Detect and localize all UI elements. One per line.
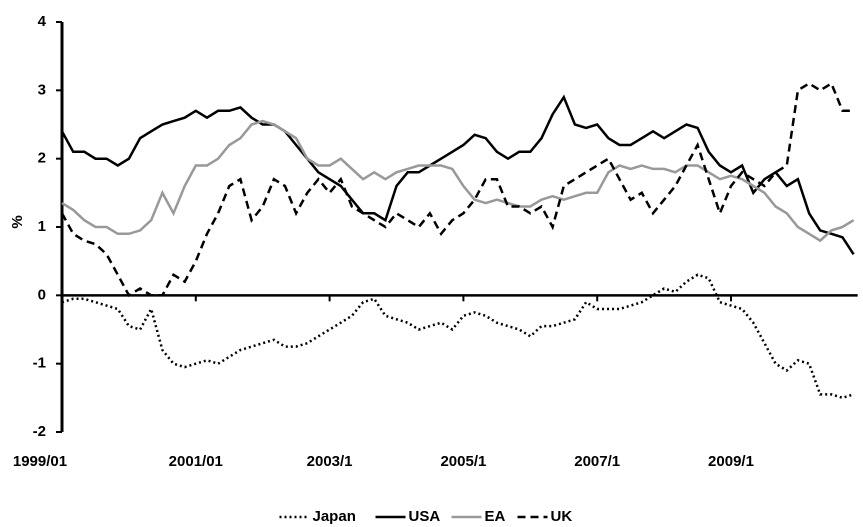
series-line (60, 94, 855, 255)
y-axis-label: % (9, 215, 26, 228)
y-tick-label: -1 (33, 355, 46, 372)
legend-label: Japan (313, 508, 356, 525)
legend-label: EA (485, 508, 506, 525)
legend-label: UK (551, 508, 573, 525)
x-tick-label: 2005/1 (440, 453, 486, 470)
y-tick-label: -2 (33, 423, 46, 440)
y-tick-label: 2 (38, 150, 46, 167)
x-tick-label: 2009/1 (708, 453, 754, 470)
y-tick-label: 3 (38, 81, 46, 98)
series-line (60, 81, 854, 298)
x-tick-label: 2003/1 (307, 453, 353, 470)
y-tick-label: 0 (38, 286, 46, 303)
x-tick-label: 1999/01 (13, 453, 67, 470)
x-tick-label: 2001/01 (169, 453, 223, 470)
series-line (61, 119, 855, 243)
y-tick-label: 4 (38, 13, 47, 30)
y-tick-label: 1 (38, 218, 46, 235)
series-line (61, 273, 854, 400)
x-tick-label: 2007/1 (574, 453, 620, 470)
legend-label: USA (409, 508, 441, 525)
